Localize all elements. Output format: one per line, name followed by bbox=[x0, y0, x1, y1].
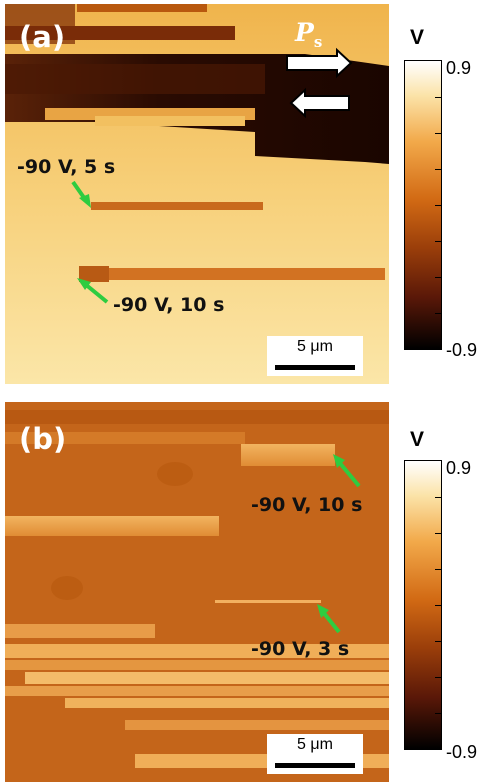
scale-bar-label: 5 μm bbox=[297, 338, 333, 355]
annotation-10s-b: -90 V, 10 s bbox=[251, 494, 363, 516]
polarization-right-arrow-icon bbox=[286, 47, 353, 79]
pfm-phase-map-a bbox=[5, 4, 389, 384]
scale-bar-b: 5 μm bbox=[267, 734, 363, 774]
colorbar-max-a: 0.9 bbox=[446, 58, 472, 78]
ps-subscript: s bbox=[313, 33, 323, 51]
colorbar-min-b: -0.9 bbox=[446, 742, 478, 762]
colorbar-b bbox=[404, 460, 442, 750]
green-arrow-icon bbox=[337, 460, 361, 488]
colorbar-unit-b: V bbox=[410, 428, 425, 451]
scale-bar-line bbox=[275, 763, 355, 768]
panel-a-image: (a) Ps -90 V, 5 s -90 V, 10 s 5 μm bbox=[5, 4, 389, 384]
scale-bar-a: 5 μm bbox=[267, 336, 363, 376]
green-arrow-icon bbox=[83, 282, 109, 304]
panel-label-b: (b) bbox=[19, 422, 67, 456]
colorbar-max-b: 0.9 bbox=[446, 458, 472, 478]
green-arrow-icon bbox=[321, 610, 341, 634]
colorbar-a bbox=[404, 60, 442, 350]
pfm-phase-map-b bbox=[5, 402, 389, 782]
panel-label-a: (a) bbox=[19, 20, 66, 54]
panel-b-image: (b) -90 V, 10 s -90 V, 3 s 5 μm bbox=[5, 402, 389, 782]
scale-bar-label: 5 μm bbox=[297, 736, 333, 753]
polarization-label: Ps bbox=[295, 18, 322, 51]
ps-symbol: P bbox=[295, 18, 314, 47]
colorbar-min-a: -0.9 bbox=[446, 340, 478, 360]
annotation-3s: -90 V, 3 s bbox=[251, 638, 350, 660]
annotation-5s: -90 V, 5 s bbox=[17, 156, 116, 178]
scale-bar-line bbox=[275, 365, 355, 370]
annotation-10s: -90 V, 10 s bbox=[113, 294, 225, 316]
colorbar-unit-a: V bbox=[410, 26, 425, 49]
polarization-left-arrow-icon bbox=[289, 87, 350, 119]
